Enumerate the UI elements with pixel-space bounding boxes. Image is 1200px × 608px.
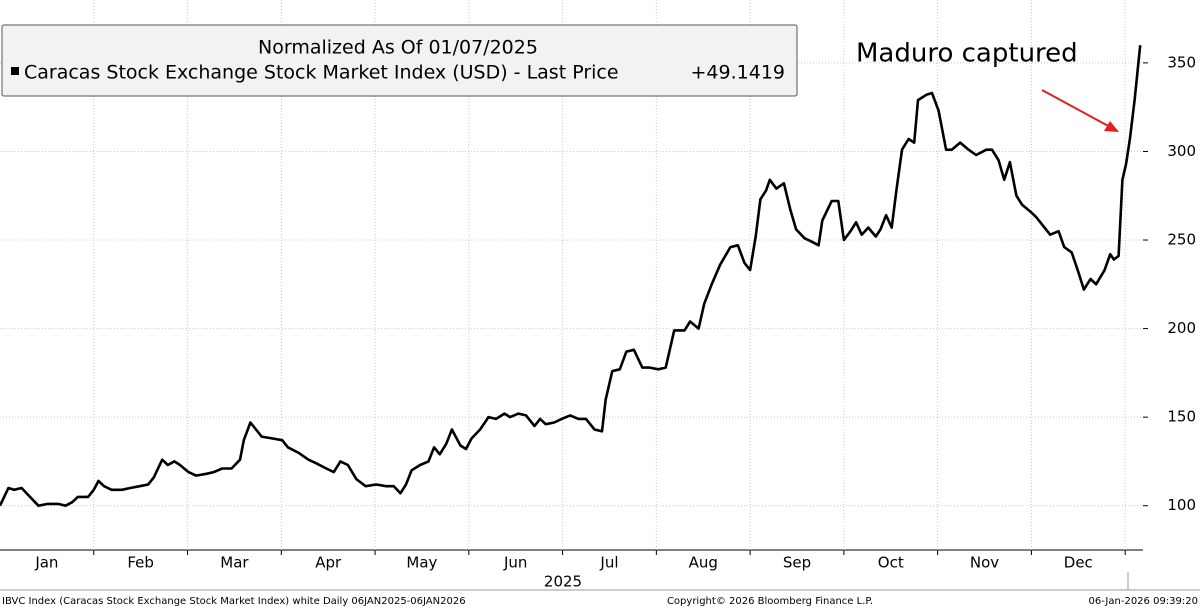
- legend-label: Caracas Stock Exchange Stock Market Inde…: [24, 62, 619, 84]
- footer-left: IBVC Index (Caracas Stock Exchange Stock…: [2, 596, 466, 607]
- x-tick-label: Sep: [783, 554, 811, 572]
- y-tick-label: 150: [1167, 408, 1196, 426]
- legend-marker: [11, 67, 19, 75]
- footer-bar: [0, 590, 1200, 608]
- annotation: Maduro captured: [856, 39, 1078, 69]
- x-tick-label: Dec: [1064, 554, 1093, 572]
- x-tick-label: Aug: [689, 554, 718, 572]
- y-tick-label: 250: [1167, 231, 1196, 249]
- x-tick-label: Jul: [599, 554, 618, 572]
- grid: [0, 0, 1148, 555]
- series-line: [0, 45, 1142, 507]
- x-axis-label: 2025: [544, 573, 582, 591]
- x-tick-label: Feb: [127, 554, 154, 572]
- x-tick-label: Oct: [878, 554, 904, 572]
- y-tick-label: 200: [1167, 319, 1196, 337]
- plot: [0, 45, 1142, 507]
- x-tick-label: Apr: [315, 554, 342, 572]
- annotation-arrow: [1041, 89, 1113, 129]
- x-tick-label: Jan: [34, 554, 58, 572]
- y-tick-label: 350: [1167, 53, 1196, 71]
- legend-last-value: +49.1419: [691, 62, 786, 84]
- legend-box: [1, 24, 798, 97]
- x-tick-label: Nov: [970, 554, 999, 572]
- legend-title: Normalized As Of 01/07/2025: [258, 37, 538, 59]
- y-tick-label: 300: [1167, 142, 1196, 160]
- y-tick-label: 100: [1167, 496, 1196, 514]
- x-tick-label: Mar: [220, 554, 249, 572]
- footer-right: 06-Jan-2026 09:39:20: [1089, 596, 1198, 607]
- x-tick-label: May: [406, 554, 437, 572]
- annotation-arrowhead: [1104, 121, 1119, 132]
- x-tick-label: Jun: [503, 554, 527, 572]
- footer-center: Copyright© 2026 Bloomberg Finance L.P.: [667, 596, 873, 607]
